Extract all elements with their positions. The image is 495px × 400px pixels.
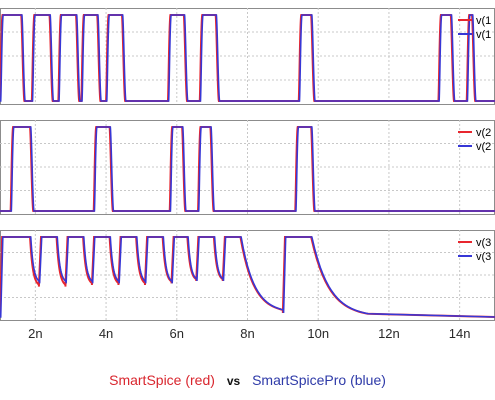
caption: SmartSpice (red) vs SmartSpicePro (blue) bbox=[0, 372, 495, 388]
legend-label: v(1 bbox=[476, 15, 491, 27]
legend-label: v(2 bbox=[476, 141, 491, 153]
x-tick-label: 8n bbox=[240, 326, 254, 341]
series-line-blue bbox=[0, 126, 495, 212]
caption-vs: vs bbox=[226, 374, 241, 388]
x-tick-label: 10n bbox=[307, 326, 329, 341]
x-tick-label: 2n bbox=[28, 326, 42, 341]
legend-label: v(3 bbox=[476, 237, 491, 249]
legend-label: v(1 bbox=[476, 29, 491, 41]
series-line-blue bbox=[0, 14, 495, 102]
caption-red-label: SmartSpice (red) bbox=[109, 372, 215, 388]
series-line-blue bbox=[0, 236, 495, 318]
x-tick-label: 6n bbox=[170, 326, 184, 341]
x-tick-label: 4n bbox=[99, 326, 113, 341]
caption-blue-label: SmartSpicePro (blue) bbox=[252, 372, 386, 388]
legend-label: v(3 bbox=[476, 251, 491, 263]
x-tick-label: 12n bbox=[378, 326, 400, 341]
legend-label: v(2 bbox=[476, 127, 491, 139]
x-tick-label: 14n bbox=[449, 326, 471, 341]
